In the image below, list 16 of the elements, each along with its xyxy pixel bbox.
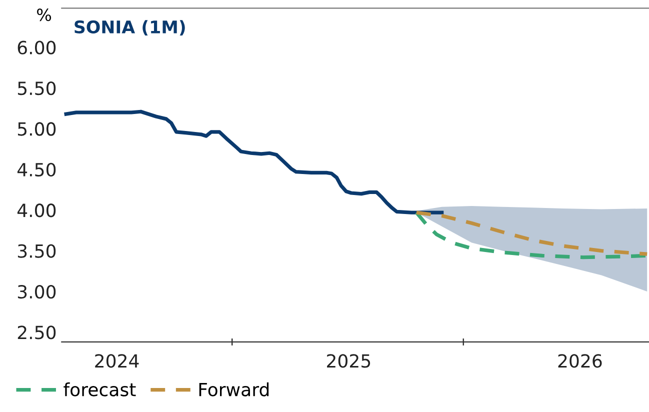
y-tick-label: 6.00 xyxy=(18,40,56,54)
x-tick-label: 2025 xyxy=(327,354,370,368)
y-tick-label: 3.00 xyxy=(18,284,56,299)
y-tick-label: 5.00 xyxy=(18,122,56,136)
legend-label: forecast xyxy=(64,382,136,396)
y-tick-label: 4.00 xyxy=(17,204,56,218)
x-tick-label: 2026 xyxy=(558,354,602,368)
legend-label: Forward xyxy=(199,382,269,396)
text: SONIA (1M) xyxy=(74,20,185,36)
y-tick-label: 5.50 xyxy=(18,81,56,96)
y-axis-title: % xyxy=(37,8,52,22)
x-tick-label: 2024 xyxy=(95,354,139,368)
y-tick-label: 3.50 xyxy=(18,244,56,258)
y-tick-label: 4.50 xyxy=(17,162,56,177)
y-tick-label: 2.50 xyxy=(18,326,56,340)
line-series xyxy=(64,110,444,214)
